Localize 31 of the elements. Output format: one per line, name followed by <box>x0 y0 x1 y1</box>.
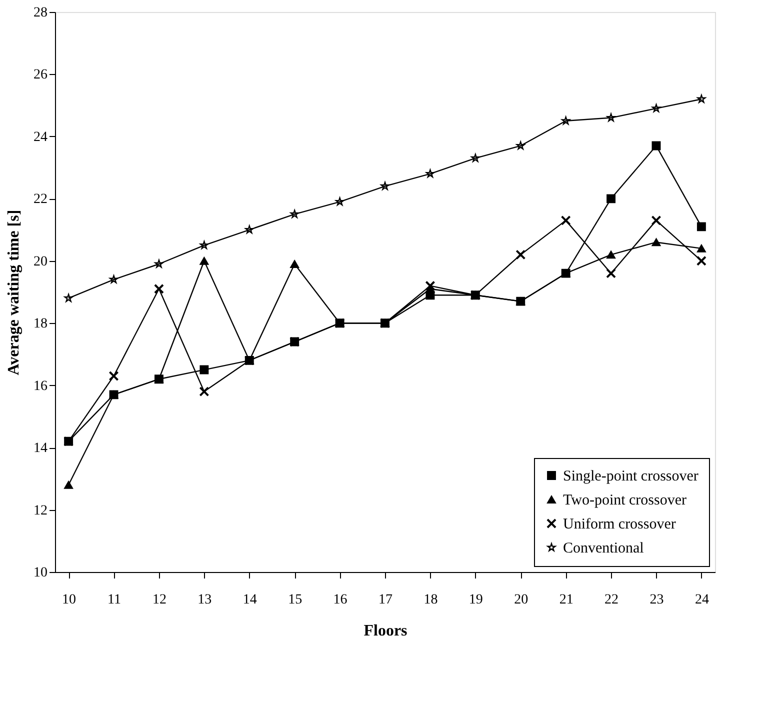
x-tick-label: 18 <box>424 592 438 608</box>
legend-label: Two-point crossover <box>563 492 687 508</box>
legend-label: Single-point crossover <box>563 468 698 484</box>
y-tick-label: 20 <box>34 254 48 270</box>
x-tick-label: 13 <box>198 592 212 608</box>
y-tick-label: 26 <box>34 68 48 83</box>
legend-label: Uniform crossover <box>563 516 676 532</box>
x-tick-label: 23 <box>650 592 664 608</box>
x-tick-label: 19 <box>468 592 483 608</box>
y-tick-label: 22 <box>34 192 48 208</box>
x-tick-label: 11 <box>108 592 122 608</box>
y-tick-label: 14 <box>34 441 48 456</box>
x-tick-label: 14 <box>242 592 257 608</box>
y-tick-label: 24 <box>34 130 48 145</box>
x-axis-title: Floors <box>364 622 408 640</box>
x-tick-label: 17 <box>378 592 392 608</box>
y-tick-label: 18 <box>34 316 48 332</box>
y-axis-title: Average waiting time [s] <box>6 210 22 376</box>
x-tick-label: 15 <box>288 592 302 608</box>
y-tick-label: 10 <box>34 566 48 580</box>
y-tick-label: 12 <box>34 503 48 518</box>
y-tick-label: 28 <box>34 6 48 20</box>
x-tick-label: 24 <box>694 592 709 608</box>
x-tick-label: 20 <box>514 592 528 608</box>
x-tick-label: 21 <box>559 592 574 608</box>
legend-label: Conventional <box>563 540 644 556</box>
x-tick-label: 16 <box>333 592 348 608</box>
y-tick-label: 16 <box>34 378 48 394</box>
x-tick-label: 10 <box>62 592 76 608</box>
x-tick-label: 22 <box>604 592 619 608</box>
x-tick-label: 12 <box>152 592 166 608</box>
